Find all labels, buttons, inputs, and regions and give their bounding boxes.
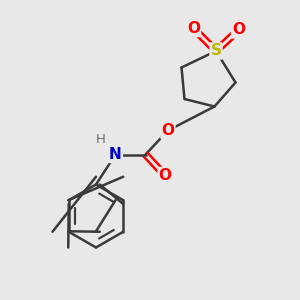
- Text: O: O: [158, 168, 172, 183]
- Text: S: S: [211, 44, 221, 59]
- Text: H: H: [96, 133, 105, 146]
- Text: O: O: [161, 123, 175, 138]
- Text: O: O: [232, 22, 245, 38]
- Text: N: N: [109, 147, 122, 162]
- Text: O: O: [187, 21, 200, 36]
